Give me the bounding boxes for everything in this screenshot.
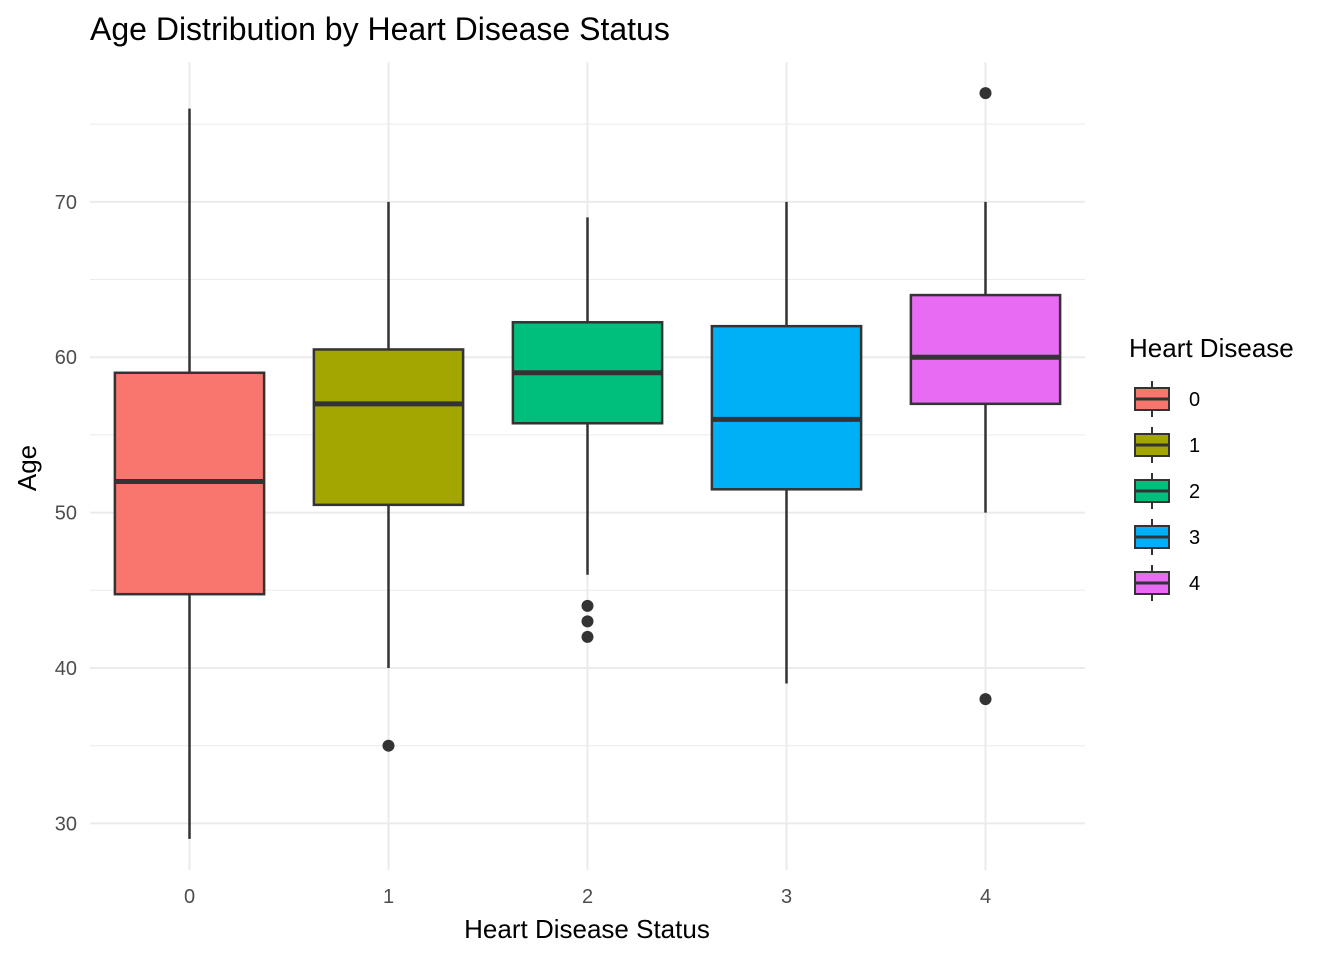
legend-item-1: 1 (1134, 427, 1200, 463)
x-tick-label: 1 (383, 886, 394, 908)
boxplot-series (113, 87, 1062, 839)
y-axis-title: Age (12, 445, 42, 491)
y-tick-label: 60 (55, 347, 77, 369)
x-tick-label: 0 (184, 886, 195, 908)
x-tick-label: 4 (980, 886, 991, 908)
legend-label: 3 (1189, 527, 1200, 549)
outlier-point (382, 739, 395, 752)
box-1 (312, 201, 465, 752)
y-axis-ticks: 30 40 50 60 70 (55, 192, 77, 836)
y-tick-label: 30 (55, 813, 77, 835)
box-4 (909, 87, 1062, 706)
legend-label: 1 (1189, 435, 1200, 457)
outlier-point (581, 599, 594, 612)
box-body (312, 348, 465, 507)
legend-item-4: 4 (1134, 565, 1200, 601)
y-tick-label: 50 (55, 503, 77, 525)
legend-label: 0 (1189, 389, 1200, 411)
box-3 (710, 201, 863, 684)
x-axis-ticks: 0 1 2 3 4 (184, 886, 991, 908)
box-body (909, 293, 1062, 406)
outlier-point (581, 630, 594, 643)
x-tick-label: 3 (781, 886, 792, 908)
x-axis-title: Heart Disease Status (464, 914, 710, 944)
legend-item-3: 3 (1134, 519, 1200, 555)
outlier-point (979, 693, 992, 706)
legend-label: 2 (1189, 481, 1200, 503)
legend-item-2: 2 (1134, 473, 1200, 509)
chart-title: Age Distribution by Heart Disease Status (90, 11, 670, 47)
box-body (710, 324, 863, 491)
outlier-point (581, 615, 594, 628)
box-0 (113, 108, 266, 839)
legend-item-0: 0 (1134, 381, 1200, 417)
y-tick-label: 70 (55, 192, 77, 214)
legend-title: Heart Disease (1129, 333, 1294, 363)
outlier-point (979, 87, 992, 100)
x-tick-label: 2 (582, 886, 593, 908)
box-2 (511, 217, 664, 643)
legend: Heart Disease 0 1 2 3 4 (1129, 333, 1294, 601)
y-tick-label: 40 (55, 658, 77, 680)
legend-label: 4 (1189, 573, 1200, 595)
